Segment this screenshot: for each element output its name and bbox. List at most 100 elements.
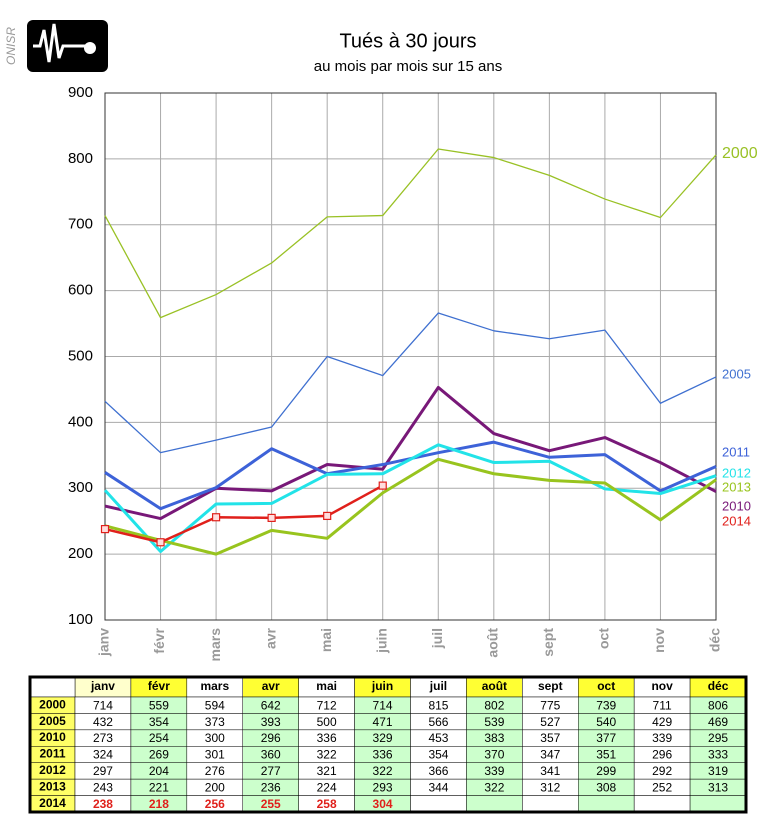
table-value: 377	[596, 731, 616, 745]
table-value: 527	[540, 715, 560, 729]
table-value: 469	[708, 715, 728, 729]
x-tick-label: juil	[429, 628, 445, 649]
y-tick-label: 600	[68, 282, 93, 299]
table-value: 540	[596, 715, 616, 729]
y-tick-label: 300	[68, 479, 93, 496]
table-value: 500	[317, 715, 337, 729]
table-value: 559	[149, 698, 169, 712]
x-tick-label: févr	[151, 627, 167, 653]
plot-frame	[104, 92, 717, 621]
table-value: 200	[205, 781, 225, 795]
table-value: 243	[93, 781, 113, 795]
table-header-text: nov	[651, 679, 673, 693]
y-tick-label: 800	[68, 150, 93, 167]
table-frame	[28, 675, 748, 814]
table-value: 324	[93, 748, 113, 762]
table-value: 292	[652, 764, 672, 778]
table-header-text: févr	[148, 679, 170, 693]
x-tick-label: sept	[540, 628, 556, 657]
table-value: 308	[596, 781, 616, 795]
table-value: 273	[93, 731, 113, 745]
table-year-text: 2013	[39, 780, 66, 794]
table-value: 712	[317, 698, 337, 712]
table-value: 238	[93, 797, 113, 811]
point-marker	[211, 513, 221, 522]
point-marker	[323, 511, 332, 521]
table-header-text: mai	[316, 679, 337, 693]
table-value: 277	[261, 764, 281, 778]
legend-label: 2000	[722, 145, 758, 162]
table-value: 471	[373, 715, 393, 729]
table-cell	[466, 795, 523, 813]
table-cell	[633, 795, 691, 813]
legend-label: 2014	[722, 513, 751, 528]
logo-pulse	[33, 23, 85, 63]
x-tick-label: nov	[651, 628, 667, 653]
table-value: 296	[652, 748, 672, 762]
table-value: 301	[205, 748, 225, 762]
table-header-text: mars	[200, 679, 229, 693]
table-value: 360	[261, 748, 281, 762]
table-value: 329	[373, 731, 393, 745]
table-value: 347	[540, 748, 560, 762]
table-cell	[689, 795, 747, 813]
table-value: 204	[149, 764, 169, 778]
table-value: 321	[317, 764, 337, 778]
table-value: 224	[317, 781, 337, 795]
table-value: 370	[484, 748, 504, 762]
table-value: 319	[708, 764, 728, 778]
table-value: 354	[149, 715, 169, 729]
table-value: 815	[428, 698, 448, 712]
table-value: 269	[149, 748, 169, 762]
table-value: 339	[484, 764, 504, 778]
y-tick-label: 700	[68, 216, 93, 233]
table-value: 322	[373, 764, 393, 778]
point-marker	[156, 538, 165, 547]
table-header-text: avr	[262, 679, 280, 693]
chart-title: Tués à 30 jours	[339, 30, 476, 52]
x-tick-label: oct	[596, 628, 612, 649]
y-tick-label: 400	[68, 413, 93, 430]
table-value: 304	[373, 797, 393, 811]
table-value: 432	[93, 715, 113, 729]
table-value: 739	[596, 698, 616, 712]
table-value: 711	[653, 698, 672, 712]
table-header-text: juil	[429, 679, 447, 693]
table-cell	[522, 795, 579, 813]
point-marker	[378, 481, 387, 490]
table-value: 255	[261, 797, 281, 811]
table-value: 566	[428, 715, 448, 729]
point-marker	[267, 513, 276, 522]
table-value: 373	[205, 715, 225, 729]
table-value: 293	[373, 781, 393, 795]
chart-subtitle: au mois par mois sur 15 ans	[314, 58, 502, 75]
table-value: 806	[708, 698, 728, 712]
table-value: 344	[428, 781, 448, 795]
legend-label: 2012	[722, 465, 751, 480]
table-value: 341	[540, 764, 560, 778]
series-line	[104, 312, 717, 454]
table-value: 313	[708, 781, 728, 795]
table-value: 218	[149, 797, 169, 811]
table-year-text: 2005	[39, 714, 66, 728]
table-value: 453	[428, 731, 448, 745]
table-value: 258	[317, 797, 337, 811]
table-header-text: sept	[538, 679, 563, 693]
table-value: 295	[708, 731, 728, 745]
table-value: 221	[149, 781, 169, 795]
series-line	[104, 457, 717, 556]
y-tick-label: 500	[68, 347, 93, 364]
x-tick-label: août	[485, 628, 501, 658]
legend-label: 2005	[722, 366, 751, 381]
series-line	[104, 148, 717, 319]
logo-dot	[84, 42, 96, 54]
y-tick-label: 200	[68, 545, 93, 562]
table-year-text: 2012	[39, 763, 66, 777]
table-value: 366	[428, 764, 448, 778]
table-value: 297	[93, 764, 113, 778]
table-year-text: 2011	[39, 747, 65, 761]
x-tick-label: mars	[207, 628, 223, 662]
legend-label: 2011	[722, 444, 750, 459]
table-year-text: 2014	[39, 796, 66, 810]
table-value: 300	[205, 731, 225, 745]
